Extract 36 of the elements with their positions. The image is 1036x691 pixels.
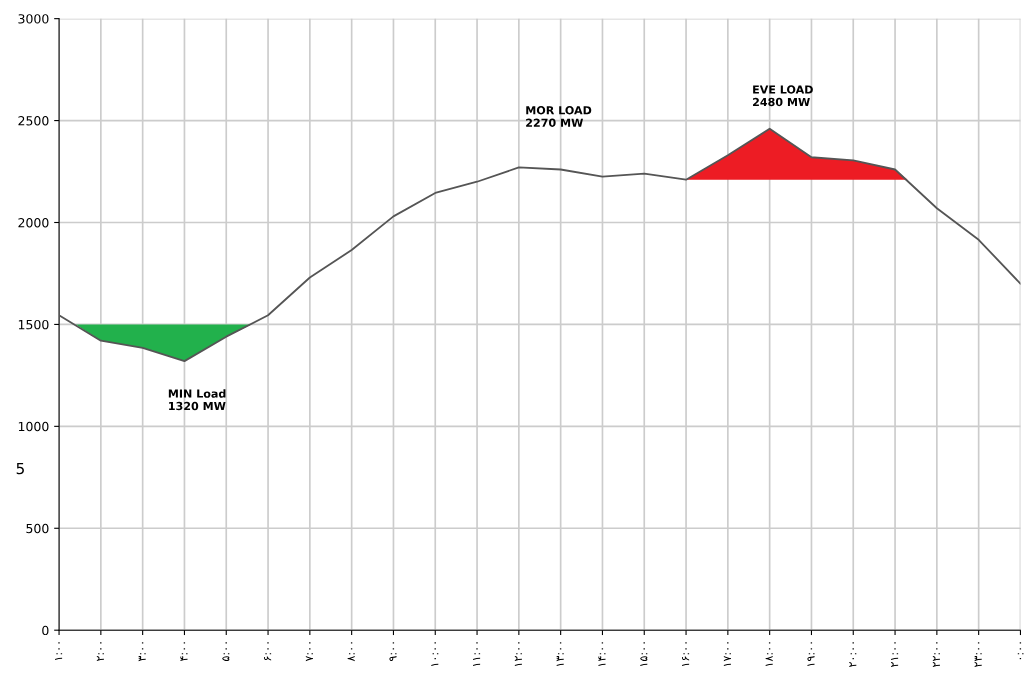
x-tick-label: ۱۹:۰۰ [807, 642, 815, 667]
x-tick-label: ۲۱:۰۰ [891, 642, 899, 668]
annotation: EVE LOAD 2480 MW [753, 85, 813, 107]
x-tick-label: ۶:۰۰ [264, 642, 272, 661]
line-series [59, 127, 1021, 363]
x-tick-label: ۳:۰۰ [138, 642, 146, 662]
annotation: MIN Load 1320 MW [168, 389, 226, 411]
x-tick-label: ۸:۰۰ [347, 642, 355, 662]
y-tick-label: 3000 [18, 14, 49, 24]
x-tick-label: ۵:۰۰ [222, 642, 230, 661]
y-tick-label: 2500 [18, 116, 49, 126]
x-tick-label: ۲۰:۰۰ [849, 642, 857, 668]
y-tick-label: 1500 [18, 319, 49, 330]
x-tick-label: ۲:۰۰ [96, 642, 104, 662]
x-tick-label: ۱:۰۰ [55, 642, 63, 661]
x-tick-label: ۱۲:۰۰ [514, 642, 522, 667]
x-tick-label: ۰:۰۰ [1017, 642, 1024, 660]
x-tick-label: ۱۷:۰۰ [723, 642, 731, 667]
x-tick-label: ۷:۰۰ [305, 642, 313, 662]
x-tick-label: ۱۸:۰۰ [765, 642, 773, 667]
x-tick-label: ۴:۰۰ [180, 642, 188, 662]
x-tick-label: ۱۱:۰۰ [473, 642, 481, 667]
x-tick-label: ۱۶:۰۰ [682, 642, 690, 667]
annotation: MOR LOAD 2270 MW [526, 106, 592, 127]
x-tick-label: ۲۲:۰۰ [932, 642, 940, 668]
x-tick-label: ۱۵:۰۰ [640, 642, 648, 667]
x-tick-label: ۱۳:۰۰ [556, 642, 564, 667]
x-tick-label: ۹:۰۰ [389, 642, 397, 662]
x-tick-label: ۱۰:۰۰ [431, 642, 439, 667]
y-tick-label: 500 [26, 523, 49, 534]
y-tick-label: 2000 [18, 217, 49, 228]
y-tick-label: 1000 [18, 421, 49, 432]
text: 5 [16, 462, 24, 475]
x-tick-label: ۲۳:۰۰ [974, 642, 982, 668]
x-tick-label: ۱۴:۰۰ [598, 642, 606, 667]
y-tick-label: 0 [42, 625, 49, 636]
